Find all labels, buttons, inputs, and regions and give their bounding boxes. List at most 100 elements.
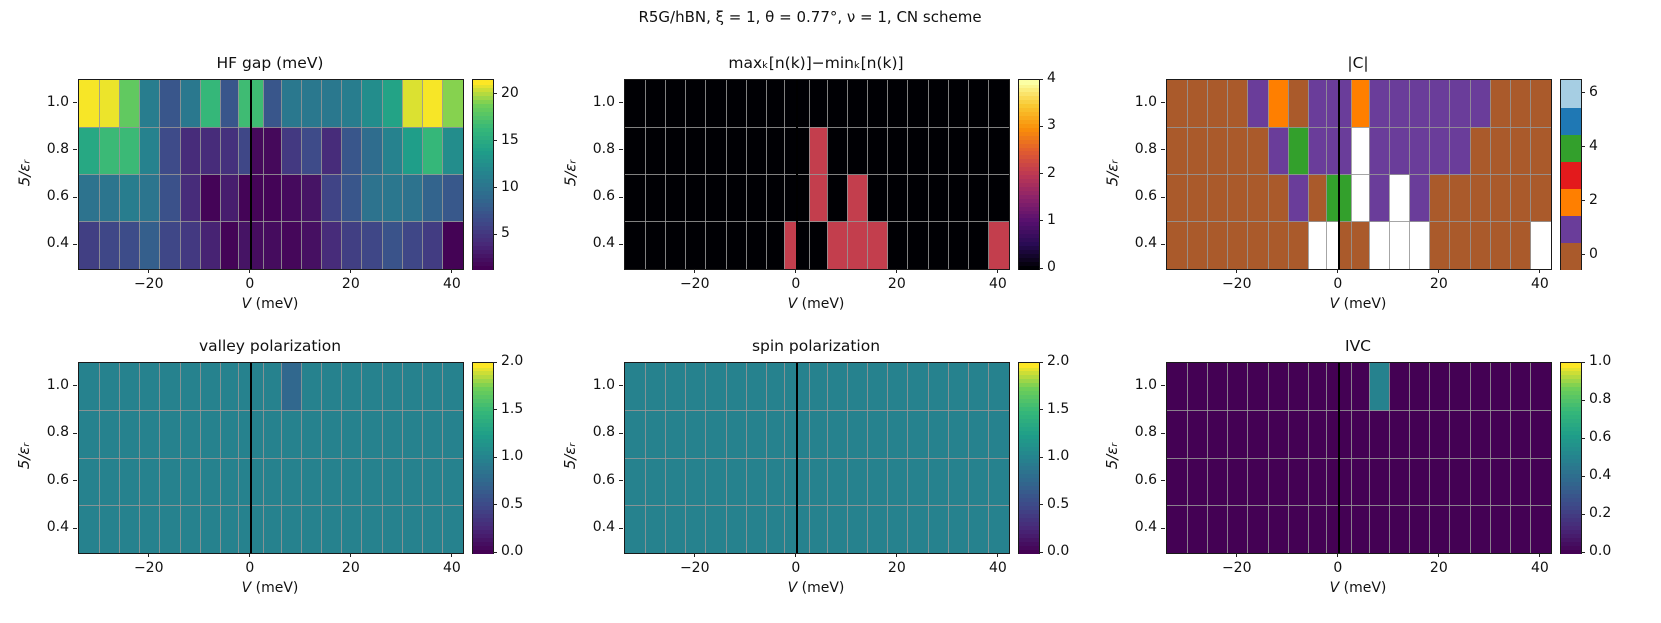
colorbar-strip: [473, 545, 493, 550]
colorbar-strip: [1561, 438, 1581, 443]
heatmap-cell: [1167, 505, 1188, 553]
colorbar-strip: [473, 394, 493, 400]
colorbar-tick-label: 0.6: [1589, 429, 1612, 445]
heatmap-cell: [1247, 363, 1269, 411]
heatmap-cell: [746, 505, 767, 553]
heatmap-cell: [1351, 127, 1370, 175]
heatmap-cell: [220, 127, 239, 175]
colorbar-strip: [1561, 525, 1581, 530]
colorbar-tickmark: [493, 361, 498, 363]
colorbar-tick-label: 5: [501, 225, 510, 242]
heatmap-cell: [341, 410, 362, 458]
colorbar-tick-label: 1.0: [501, 448, 524, 464]
heatmap-cell: [402, 174, 423, 222]
heatmap-cell: [867, 363, 888, 411]
heatmap-cell: [180, 458, 201, 506]
heatmap-cell: [1351, 221, 1370, 269]
colorbar-strip: [473, 461, 493, 467]
heatmap-cell: [1326, 221, 1339, 269]
heatmap-cell: [928, 174, 949, 222]
y-tickmark: [619, 102, 623, 104]
colorbar-strip: [473, 139, 493, 144]
heatmap-cell: [1268, 174, 1289, 222]
x-tickmark: [451, 553, 453, 558]
heatmap-cell: [1510, 127, 1531, 175]
heatmap-cell: [907, 505, 929, 553]
y-tickmark: [1161, 527, 1165, 529]
heatmap-cell: [1510, 221, 1531, 269]
heatmap-cell: [361, 458, 383, 506]
heatmap-cell: [1227, 221, 1248, 269]
colorbar-strip: [1561, 545, 1581, 550]
heatmap-cell: [1187, 505, 1208, 553]
heatmap-cell: [99, 127, 120, 175]
y-tick-label: 0.4: [1134, 519, 1157, 536]
heatmap-cell: [1351, 410, 1370, 458]
heatmap-cell: [1409, 127, 1430, 175]
colorbar-strip: [1561, 517, 1581, 522]
heatmap-cell: [625, 505, 646, 553]
y-axis-label: 5/εᵣ: [561, 442, 579, 470]
heatmap-cell: [1227, 505, 1248, 553]
heatmap-cell: [1308, 221, 1327, 269]
heatmap-cell: [119, 458, 140, 506]
colorbar-strip: [473, 123, 493, 128]
x-tick-label: −20: [679, 276, 710, 292]
colorbar-strip: [1561, 370, 1581, 376]
heatmap-cell: [382, 221, 403, 269]
heatmap-cell: [220, 80, 239, 128]
heatmap-cell: [1510, 80, 1531, 128]
colorbar-strip: [1019, 390, 1039, 396]
colorbar-strip: [473, 221, 493, 227]
heatmap-cell: [200, 458, 221, 506]
colorbar-strip: [473, 418, 493, 423]
heatmap-cell: [250, 80, 264, 128]
colorbar-tick-label: 1.5: [1047, 400, 1070, 417]
heatmap-axes-spin-polarization: [624, 362, 1010, 554]
heatmap-cell: [1409, 458, 1430, 506]
colorbar-strip: [473, 513, 493, 518]
zero-vline: [1337, 80, 1340, 269]
colorbar-strip: [1019, 398, 1039, 404]
heatmap-cell: [341, 505, 362, 553]
x-tick-label: 0: [791, 560, 801, 576]
heatmap-cell: [685, 458, 706, 506]
colorbar-strip: [1561, 390, 1581, 396]
heatmap-cell: [402, 221, 423, 269]
colorbar-tickmark: [1039, 173, 1044, 174]
colorbar-strip: [473, 131, 493, 136]
heatmap-cell: [1227, 363, 1248, 411]
heatmap-cell: [1326, 505, 1339, 553]
colorbar-strip: [1019, 249, 1039, 254]
colorbar-tick-label: 2: [1047, 164, 1056, 181]
heatmap-cell: [847, 410, 868, 458]
heatmap-cell: [1268, 127, 1289, 175]
heatmap-cell: [766, 127, 785, 175]
colorbar-strip: [1019, 521, 1039, 526]
colorbar-strip: [1561, 473, 1581, 479]
colorbar-tick-label: 0.5: [1047, 495, 1070, 512]
x-tick-label: −20: [133, 276, 164, 292]
colorbar-strip: [473, 386, 493, 392]
colorbar-strip: [1019, 225, 1039, 231]
heatmap-cell: [796, 127, 810, 175]
heatmap-cell: [809, 80, 828, 128]
heatmap-cell: [159, 505, 181, 553]
colorbar-tick-label: 1.0: [1047, 448, 1070, 464]
heatmap-cell: [99, 221, 120, 269]
heatmap-cell: [887, 458, 908, 506]
heatmap-cell: [159, 363, 181, 411]
colorbar-strip: [1561, 363, 1581, 368]
heatmap-cell: [220, 363, 239, 411]
heatmap-cell: [726, 363, 747, 411]
y-tickmark: [1161, 480, 1165, 482]
gridline-horizontal: [625, 410, 1009, 411]
heatmap-cell: [382, 363, 403, 411]
heatmap-cell: [887, 221, 908, 269]
x-tick-label: 0: [1333, 560, 1343, 576]
colorbar-strip: [473, 127, 493, 132]
colorbar-tick-label: 4: [1047, 70, 1056, 86]
heatmap-cell: [220, 410, 239, 458]
heatmap-cell: [1268, 410, 1289, 458]
heatmap-cell: [625, 174, 646, 222]
